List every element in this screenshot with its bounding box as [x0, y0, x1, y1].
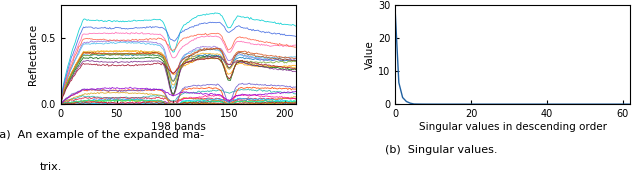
Y-axis label: Value: Value [365, 40, 375, 69]
Text: (b)  Singular values.: (b) Singular values. [385, 145, 498, 155]
X-axis label: 198 bands: 198 bands [151, 122, 206, 132]
Y-axis label: Reflectance: Reflectance [28, 24, 38, 85]
Text: trix.: trix. [40, 162, 62, 172]
X-axis label: Singular values in descending order: Singular values in descending order [419, 122, 607, 132]
Text: (a)  An example of the expanded ma-: (a) An example of the expanded ma- [0, 130, 204, 140]
